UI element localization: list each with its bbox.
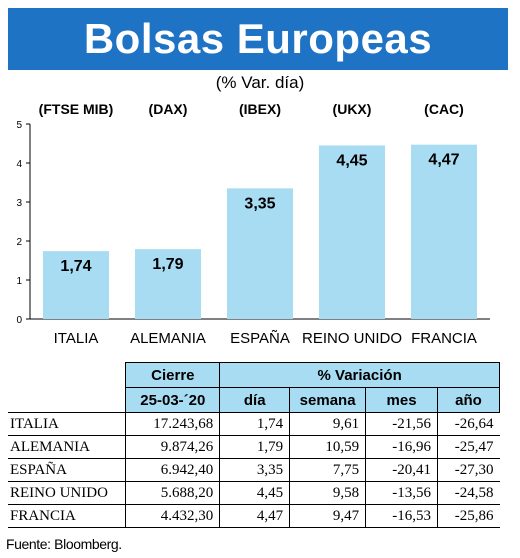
chart-title: Bolsas Europeas	[8, 8, 508, 70]
row-semana: 9,58	[289, 481, 366, 505]
row-semana: 7,75	[289, 458, 366, 482]
category-label: ESPAÑA	[230, 330, 290, 347]
category-label: FRANCIA	[411, 330, 477, 347]
table-row: FRANCIA 4.432,30 4,47 9,47 -16,53 -25,86	[8, 504, 500, 528]
row-ano: -24,58	[436, 481, 500, 505]
row-ano: -25,86	[436, 504, 500, 528]
header-variacion: % Variación	[219, 362, 500, 388]
y-tick-label: 1	[16, 276, 22, 287]
row-mes: -13,56	[365, 481, 438, 505]
row-mes: -16,96	[365, 435, 438, 459]
category-label: REINO UNIDO	[302, 330, 402, 347]
header-dia: día	[219, 387, 291, 413]
table-header-row-top: Cierre % Variación	[8, 362, 500, 413]
bar-value-label: 3,35	[244, 195, 275, 212]
row-country: FRANCIA	[8, 504, 126, 528]
y-tick-label: 5	[16, 120, 22, 131]
header-ano: año	[436, 387, 501, 413]
row-dia: 1,79	[219, 435, 290, 459]
table-row: ALEMANIA 9.874,26 1,79 10,59 -16,96 -25,…	[8, 435, 500, 459]
bar-value-label: 1,74	[60, 258, 91, 275]
source-note: Fuente: Bloomberg.	[6, 536, 122, 552]
row-dia: 4,45	[219, 481, 290, 505]
table-row: ESPAÑA 6.942,40 3,35 7,75 -20,41 -27,30	[8, 458, 500, 482]
category-label: ITALIA	[54, 330, 99, 347]
row-dia: 4,47	[219, 504, 290, 528]
index-label: (UKX)	[333, 101, 372, 117]
header-mes: mes	[365, 387, 438, 413]
row-country: ITALIA	[8, 412, 126, 436]
row-cierre: 4.432,30	[125, 504, 220, 528]
header-date: 25-03-´20	[125, 387, 221, 413]
y-tick-label: 3	[16, 198, 22, 209]
index-label: (FTSE MIB)	[39, 101, 114, 117]
index-label: (DAX)	[149, 101, 188, 117]
bar-value-label: 1,79	[152, 256, 183, 273]
bar	[411, 144, 477, 319]
bar	[319, 145, 385, 319]
row-ano: -27,30	[436, 458, 500, 482]
index-label: (IBEX)	[239, 101, 281, 117]
row-cierre: 17.243,68	[125, 412, 220, 436]
row-country: REINO UNIDO	[8, 481, 126, 505]
header-cierre: Cierre	[125, 362, 221, 388]
row-mes: -16,53	[365, 504, 438, 528]
row-cierre: 6.942,40	[125, 458, 220, 482]
table-row: REINO UNIDO 5.688,20 4,45 9,58 -13,56 -2…	[8, 481, 500, 505]
bar-chart: 0 1 2 3 4 5 1,74 (FTSE MIB) ITALIA 1,79 (DAX) ALEMA…	[16, 101, 490, 347]
y-tick-label: 2	[16, 237, 22, 248]
row-country: ESPAÑA	[8, 458, 126, 482]
index-label: (CAC)	[424, 101, 464, 117]
bar-value-label: 4,45	[336, 152, 367, 169]
row-mes: -20,41	[365, 458, 438, 482]
table-row: ITALIA 17.243,68 1,74 9,61 -21,56 -26,64	[8, 412, 500, 436]
header-semana: semana	[289, 387, 367, 413]
row-semana: 9,61	[289, 412, 366, 436]
row-cierre: 5.688,20	[125, 481, 220, 505]
bar	[135, 249, 201, 319]
y-tick-label: 4	[16, 159, 22, 170]
row-dia: 3,35	[219, 458, 290, 482]
row-country: ALEMANIA	[8, 435, 126, 459]
row-dia: 1,74	[219, 412, 290, 436]
data-table: Cierre % Variación 25-03-´20 día semana …	[8, 362, 501, 528]
chart-subtitle: (% Var. día)	[215, 73, 305, 92]
category-label: ALEMANIA	[130, 330, 206, 347]
row-cierre: 9.874,26	[125, 435, 220, 459]
row-ano: -25,47	[436, 435, 500, 459]
bar-value-label: 4,47	[428, 152, 459, 169]
row-mes: -21,56	[365, 412, 438, 436]
header-blank	[8, 362, 126, 413]
bar	[43, 251, 109, 319]
row-semana: 9,47	[289, 504, 366, 528]
row-semana: 10,59	[289, 435, 366, 459]
row-ano: -26,64	[436, 412, 500, 436]
y-tick-label: 0	[16, 315, 22, 326]
bar	[227, 188, 293, 319]
